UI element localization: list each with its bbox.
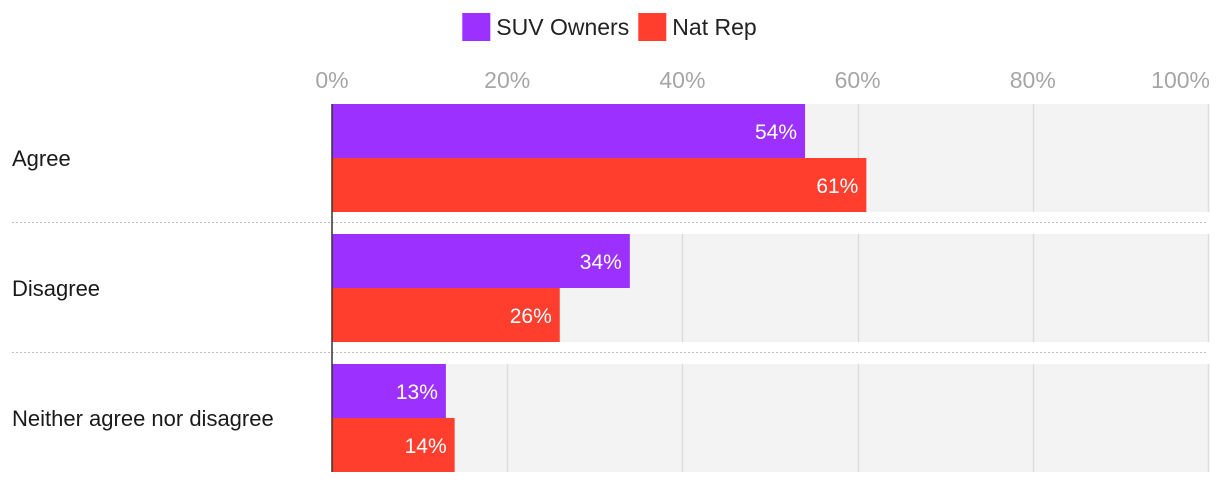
x-tick-label: 40% xyxy=(659,67,705,93)
category-separators xyxy=(12,222,1208,353)
bar-suv-owners-disagree xyxy=(332,234,630,288)
value-label: 26% xyxy=(510,305,552,328)
category-label: Agree xyxy=(12,146,71,171)
bar-suv-owners-neither-agree-nor-disagree xyxy=(332,364,446,418)
legend-swatch xyxy=(462,13,491,41)
legend-label: Nat Rep xyxy=(672,14,756,40)
value-labels: 54% 61% 34% 26% 13% 14% xyxy=(396,121,859,458)
bars xyxy=(332,104,867,472)
x-tick-label: 80% xyxy=(1010,67,1056,93)
value-label: 14% xyxy=(405,435,447,458)
x-axis-ticks: 0% 20% 40% 60% 80% 100% xyxy=(315,67,1210,93)
legend-label: SUV Owners xyxy=(496,14,629,40)
category-label: Disagree xyxy=(12,276,100,301)
x-tick-label: 0% xyxy=(315,67,348,93)
value-label: 34% xyxy=(580,251,622,274)
x-tick-label: 60% xyxy=(835,67,881,93)
legend-item-nat-rep: Nat Rep xyxy=(638,13,757,41)
category-band xyxy=(332,364,1208,472)
bar-nat-rep-disagree xyxy=(332,288,560,342)
legend: SUV Owners Nat Rep xyxy=(462,13,757,41)
value-label: 54% xyxy=(755,121,797,144)
bar-suv-owners-agree xyxy=(332,104,806,158)
value-label: 61% xyxy=(816,175,858,198)
bar-nat-rep-neither-agree-nor-disagree xyxy=(332,418,455,472)
category-labels: Agree Disagree Neither agree nor disagree xyxy=(12,146,274,431)
x-tick-label: 20% xyxy=(484,67,530,93)
category-label: Neither agree nor disagree xyxy=(12,406,274,431)
bar-nat-rep-agree xyxy=(332,158,867,212)
x-tick-label: 100% xyxy=(1151,67,1210,93)
value-label: 13% xyxy=(396,381,438,404)
legend-item-suv-owners: SUV Owners xyxy=(462,13,629,41)
legend-swatch xyxy=(638,13,667,41)
